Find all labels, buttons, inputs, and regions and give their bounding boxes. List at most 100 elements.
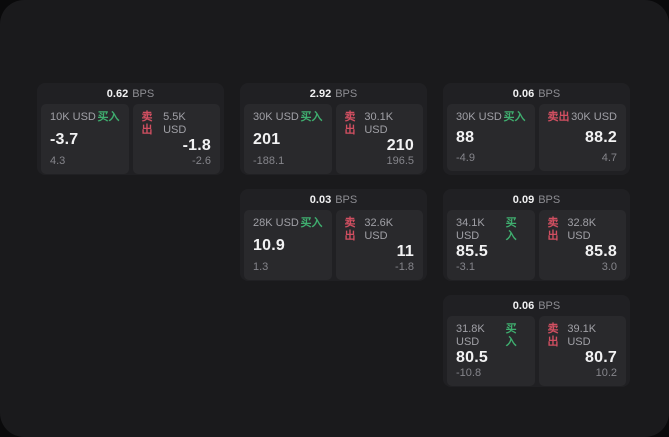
- card-header: 2.92 BPS: [244, 83, 423, 104]
- sell-side-label: 卖出: [141, 111, 153, 136]
- sell-amount: 32.6K USD: [364, 217, 394, 242]
- buy-price: 85.5: [456, 243, 488, 260]
- bps-value: 0.62: [106, 87, 129, 100]
- sell-side-label: 卖出: [547, 217, 559, 242]
- buy-price: 88: [456, 129, 475, 146]
- sell-change: 3.0: [601, 261, 617, 273]
- card-panels: 28K USD 买入 10.9 1.3 卖出 32.6K USD 11 -1.8: [244, 210, 423, 280]
- sell-price: 210: [386, 137, 414, 154]
- buy-panel[interactable]: 30K USD 买入 201 -188.1: [244, 104, 332, 174]
- buy-panel-top: 31.8K USD 买入: [456, 323, 526, 349]
- bps-value: 2.92: [309, 87, 332, 100]
- bps-value: 0.06: [512, 299, 535, 312]
- bps-unit-label: BPS: [335, 87, 358, 100]
- sell-side-label: 卖出: [547, 323, 559, 348]
- sell-amount: 30K USD: [571, 111, 617, 123]
- buy-side-label: 买入: [300, 217, 323, 229]
- buy-side-label: 买入: [97, 111, 120, 123]
- buy-change: -10.8: [456, 367, 482, 379]
- sell-panel-top: 卖出 30K USD: [548, 111, 618, 124]
- quote-card: 0.06 BPS 31.8K USD 买入 80.5 -10.8 卖出 39.1…: [443, 295, 630, 387]
- buy-amount: 10K USD: [50, 111, 96, 123]
- sell-panel-top: 卖出 32.8K USD: [548, 217, 618, 243]
- quote-grid: 0.62 BPS 10K USD 买入 -3.7 4.3 卖出 5.5K USD…: [37, 83, 630, 387]
- sell-panel[interactable]: 卖出 32.6K USD 11 -1.8: [335, 210, 423, 280]
- sell-panel-top: 卖出 30.1K USD: [345, 111, 415, 137]
- buy-change: 4.3: [50, 155, 66, 167]
- buy-side-label: 买入: [300, 111, 323, 123]
- sell-panel[interactable]: 卖出 32.8K USD 85.8 3.0: [538, 210, 626, 280]
- quote-card: 2.92 BPS 30K USD 买入 201 -188.1 卖出 30.1K …: [240, 83, 427, 175]
- quote-card: 0.06 BPS 30K USD 买入 88 -4.9 卖出 30K USD 8…: [443, 83, 630, 175]
- buy-change: -188.1: [253, 155, 285, 167]
- bps-value: 0.06: [512, 87, 535, 100]
- sell-panel-top: 卖出 5.5K USD: [142, 111, 212, 137]
- buy-change: -4.9: [456, 152, 475, 164]
- buy-panel[interactable]: 34.1K USD 买入 85.5 -3.1: [447, 210, 535, 280]
- buy-side-label: 买入: [503, 111, 526, 123]
- sell-panel[interactable]: 卖出 30K USD 88.2 4.7: [538, 104, 626, 171]
- sell-panel[interactable]: 卖出 5.5K USD -1.8 -2.6: [132, 104, 220, 174]
- sell-price: 11: [396, 243, 414, 260]
- sell-side-label: 卖出: [344, 111, 356, 136]
- sell-change: 4.7: [601, 152, 617, 164]
- sell-change: -2.6: [192, 155, 211, 167]
- sell-amount: 39.1K USD: [567, 323, 597, 348]
- card-panels: 30K USD 买入 88 -4.9 卖出 30K USD 88.2 4.7: [447, 104, 626, 171]
- sell-panel-top: 卖出 32.6K USD: [345, 217, 415, 243]
- sell-amount: 32.8K USD: [567, 217, 597, 242]
- buy-change: -3.1: [456, 261, 475, 273]
- buy-panel-top: 34.1K USD 买入: [456, 217, 526, 243]
- buy-price: -3.7: [50, 130, 79, 148]
- quote-card: 0.09 BPS 34.1K USD 买入 85.5 -3.1 卖出 32.8K…: [443, 189, 630, 281]
- buy-amount: 34.1K USD: [456, 217, 485, 242]
- bps-unit-label: BPS: [538, 193, 561, 206]
- card-header: 0.06 BPS: [447, 295, 626, 316]
- bps-unit-label: BPS: [538, 87, 561, 100]
- quote-card: 0.62 BPS 10K USD 买入 -3.7 4.3 卖出 5.5K USD…: [37, 83, 224, 175]
- sell-price: 85.8: [585, 243, 617, 260]
- sell-panel[interactable]: 卖出 30.1K USD 210 196.5: [335, 104, 423, 174]
- sell-side-label: 卖出: [344, 217, 356, 242]
- sell-change: 10.2: [595, 367, 617, 379]
- card-panels: 34.1K USD 买入 85.5 -3.1 卖出 32.8K USD 85.8…: [447, 210, 626, 280]
- bps-unit-label: BPS: [132, 87, 155, 100]
- card-panels: 31.8K USD 买入 80.5 -10.8 卖出 39.1K USD 80.…: [447, 316, 626, 386]
- card-header: 0.06 BPS: [447, 83, 626, 104]
- buy-amount: 31.8K USD: [456, 323, 485, 348]
- buy-price: 80.5: [456, 349, 488, 366]
- quote-card: 0.03 BPS 28K USD 买入 10.9 1.3 卖出 32.6K US…: [240, 189, 427, 281]
- buy-panel[interactable]: 10K USD 买入 -3.7 4.3: [41, 104, 129, 174]
- buy-panel-top: 10K USD 买入: [50, 111, 120, 124]
- buy-amount: 30K USD: [456, 111, 502, 123]
- sell-price: -1.8: [182, 137, 211, 154]
- buy-amount: 28K USD: [253, 217, 299, 229]
- bps-unit-label: BPS: [335, 193, 358, 206]
- sell-price: 80.7: [585, 349, 617, 366]
- sell-side-label: 卖出: [547, 111, 570, 123]
- buy-amount: 30K USD: [253, 111, 299, 123]
- buy-panel-top: 28K USD 买入: [253, 217, 323, 230]
- buy-panel[interactable]: 28K USD 买入 10.9 1.3: [244, 210, 332, 280]
- buy-side-label: 买入: [505, 323, 517, 348]
- card-panels: 10K USD 买入 -3.7 4.3 卖出 5.5K USD -1.8 -2.…: [41, 104, 220, 174]
- bps-value: 0.09: [512, 193, 535, 206]
- buy-price: 201: [253, 130, 281, 148]
- buy-panel[interactable]: 30K USD 买入 88 -4.9: [447, 104, 535, 171]
- sell-panel-top: 卖出 39.1K USD: [548, 323, 618, 349]
- sell-change: 196.5: [386, 155, 414, 167]
- buy-panel-top: 30K USD 买入: [253, 111, 323, 124]
- sell-change: -1.8: [395, 261, 414, 273]
- buy-panel-top: 30K USD 买入: [456, 111, 526, 124]
- buy-change: 1.3: [253, 261, 269, 273]
- card-header: 0.62 BPS: [41, 83, 220, 104]
- sell-amount: 30.1K USD: [364, 111, 394, 136]
- sell-amount: 5.5K USD: [163, 111, 187, 136]
- buy-panel[interactable]: 31.8K USD 买入 80.5 -10.8: [447, 316, 535, 386]
- buy-price: 10.9: [253, 236, 285, 254]
- sell-price: 88.2: [585, 129, 617, 146]
- card-header: 0.09 BPS: [447, 189, 626, 210]
- sell-panel[interactable]: 卖出 39.1K USD 80.7 10.2: [538, 316, 626, 386]
- bps-unit-label: BPS: [538, 299, 561, 312]
